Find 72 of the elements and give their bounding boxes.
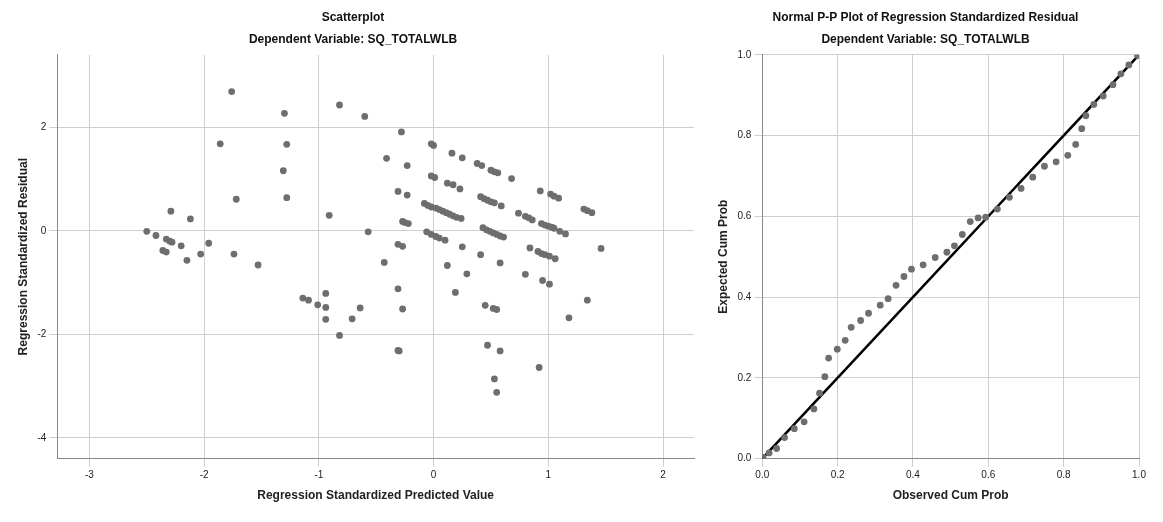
point: [908, 265, 915, 273]
point: [1109, 81, 1117, 89]
point: [821, 373, 829, 381]
point: [833, 345, 841, 353]
point: [1078, 125, 1086, 133]
point: [790, 425, 798, 433]
y-tick-label: 0.4: [737, 290, 752, 302]
x-tick-label: 0.4: [906, 469, 921, 481]
point: [958, 231, 966, 238]
x-tick-label: -2: [199, 469, 210, 481]
y-tick-label: 2: [40, 121, 47, 133]
point: [982, 213, 990, 221]
x-tick-label: 0.0: [755, 469, 770, 481]
y-tick-label: 0.2: [737, 371, 752, 383]
point: [884, 295, 892, 303]
point: [919, 261, 927, 269]
point: [1082, 112, 1090, 120]
y-tick-label: -4: [37, 431, 47, 443]
x-tick-label: -3: [84, 469, 95, 481]
x-axis-title: Observed Cum Prob: [892, 488, 1009, 503]
point: [847, 323, 855, 331]
y-tick-label: 0.0: [737, 452, 752, 464]
chart-subtitle: Dependent Variable: SQ_TOTALWLB: [821, 31, 1030, 46]
point: [900, 273, 908, 280]
point: [1017, 185, 1025, 192]
point: [951, 242, 958, 250]
y-tick-label: 0.8: [737, 129, 752, 141]
point: [816, 389, 823, 397]
chart-title: Normal P-P Plot of Regression Standardized Residual: [772, 9, 1079, 24]
y-axis-title: Expected Cum Prob: [715, 199, 730, 314]
point: [865, 309, 872, 317]
point: [1006, 193, 1013, 201]
x-tick-label: -1: [314, 469, 324, 481]
x-tick-label: 0.6: [981, 469, 996, 481]
point: [974, 214, 982, 222]
point: [892, 281, 900, 289]
point: [1029, 173, 1037, 181]
x-tick-label: 0.8: [1056, 469, 1072, 481]
point: [800, 418, 808, 426]
y-tick-label: -2: [37, 328, 47, 340]
point: [876, 301, 884, 309]
point: [810, 405, 818, 413]
point: [841, 336, 849, 344]
chart-title: Scatterplot: [321, 9, 385, 24]
point: [781, 434, 788, 441]
point: [1052, 158, 1060, 166]
x-axis-title: Regression Standardized Predicted Value: [257, 488, 495, 503]
point: [943, 248, 951, 256]
point: [765, 449, 773, 457]
point: [1125, 61, 1133, 69]
point: [1117, 70, 1125, 78]
chart-subtitle: Dependent Variable: SQ_TOTALWLB: [248, 31, 458, 46]
y-axis-title: Regression Standardized Residual: [15, 158, 30, 356]
point: [1099, 92, 1107, 100]
x-tick-label: 0: [430, 469, 437, 481]
x-tick-label: 0.2: [830, 469, 846, 481]
point: [1064, 151, 1072, 159]
point: [825, 354, 832, 362]
x-tick-label: 1: [545, 469, 552, 481]
x-tick-label: 1.0: [1132, 469, 1147, 481]
y-tick-label: 1.0: [737, 48, 752, 60]
y-tick-label: 0: [40, 224, 47, 236]
point: [1072, 141, 1080, 148]
point: [993, 205, 1001, 213]
point: [773, 445, 781, 452]
y-tick-label: 0.6: [737, 210, 752, 222]
point: [1041, 162, 1048, 170]
point: [931, 254, 939, 261]
x-tick-label: 2: [660, 469, 667, 481]
point: [857, 317, 865, 324]
point: [1090, 101, 1098, 108]
point: [966, 218, 974, 225]
